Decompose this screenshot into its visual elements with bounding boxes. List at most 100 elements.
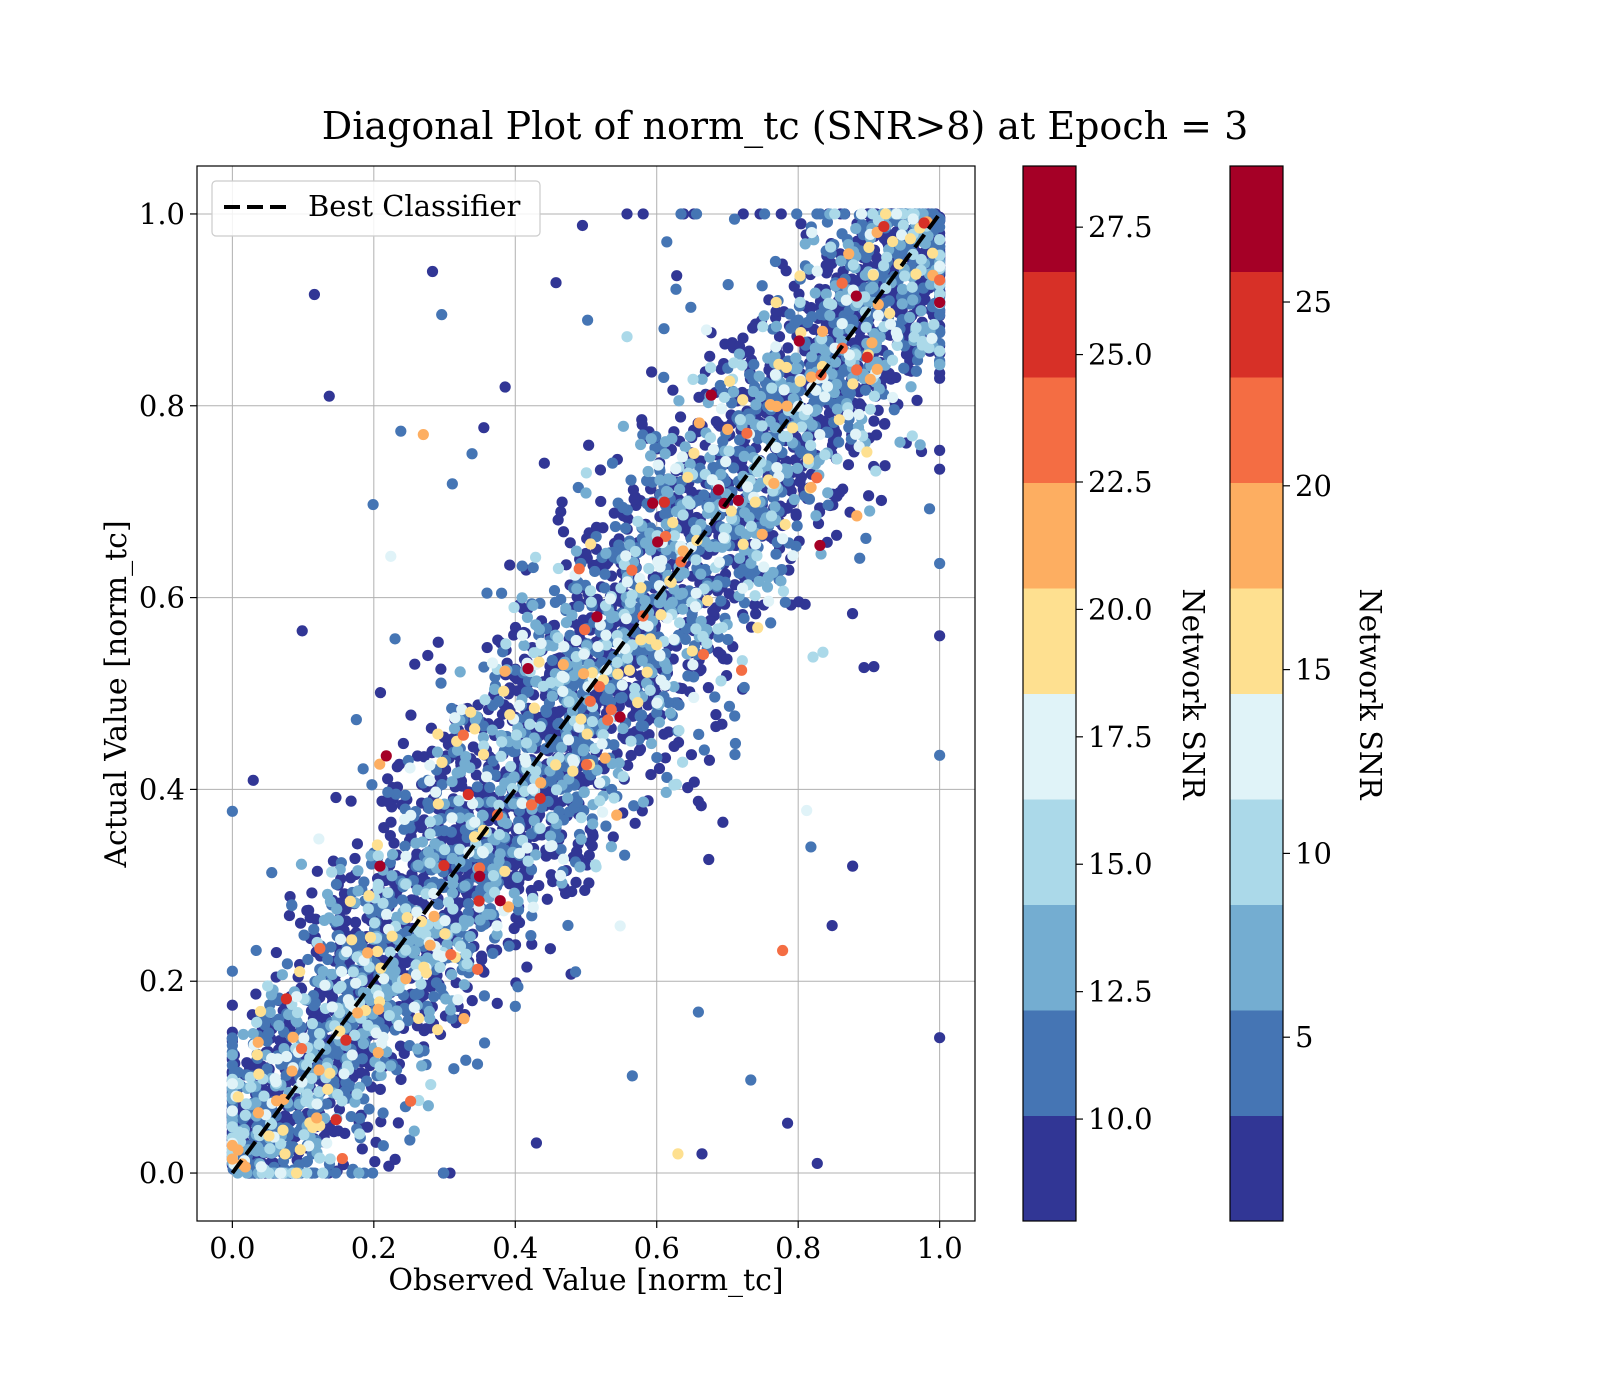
scatter-point	[247, 774, 259, 786]
scatter-point	[870, 465, 882, 477]
scatter-point	[600, 547, 612, 559]
scatter-point	[684, 458, 696, 470]
scatter-point	[712, 646, 724, 658]
scatter-point	[646, 366, 658, 378]
scatter-point	[778, 384, 790, 396]
scatter-point	[863, 490, 875, 502]
scatter-point	[716, 718, 728, 730]
scatter-point	[306, 1018, 318, 1030]
scatter-point	[934, 463, 946, 475]
scatter-point	[503, 878, 516, 890]
scatter-point	[410, 837, 422, 849]
scatter-point	[428, 991, 440, 1003]
scatter-point	[330, 791, 342, 804]
scatter-point	[580, 487, 592, 499]
scatter-point	[478, 661, 490, 673]
scatter-point	[599, 568, 611, 580]
scatter-point	[692, 795, 704, 807]
scatter-point	[226, 1049, 238, 1061]
scatter-point	[896, 283, 909, 295]
scatter-point	[604, 682, 616, 695]
scatter-point	[512, 981, 524, 993]
scatter-point	[686, 614, 698, 626]
scatter-point	[713, 631, 725, 643]
scatter-point	[662, 726, 675, 738]
scatter-point	[386, 848, 399, 861]
scatter-point	[750, 608, 762, 620]
scatter-point	[674, 411, 687, 423]
scatter-point	[385, 816, 397, 828]
scatter-point	[400, 944, 412, 956]
scatter-point	[729, 737, 742, 750]
scatter-point	[829, 208, 841, 220]
scatter-point	[628, 493, 640, 505]
scatter-point	[446, 887, 459, 899]
scatter-point	[453, 795, 465, 807]
scatter-point	[915, 305, 927, 317]
scatter-point	[386, 870, 398, 882]
scatter-point	[339, 1127, 351, 1139]
scatter-point	[629, 545, 641, 558]
scatter-point	[552, 562, 565, 575]
scatter-point	[883, 295, 895, 307]
scatter-point	[553, 831, 565, 844]
scatter-point	[729, 710, 741, 722]
scatter-point	[395, 425, 407, 437]
scatter-point	[843, 421, 855, 434]
scatter-point	[382, 773, 394, 785]
scatter-point	[361, 1121, 374, 1133]
scatter-point	[632, 515, 644, 527]
scatter-point	[512, 685, 524, 697]
scatter-point	[550, 277, 562, 289]
scatter-point	[317, 1167, 329, 1179]
scatter-point	[875, 494, 887, 507]
scatter-point	[934, 358, 946, 370]
scatter-point	[411, 884, 424, 896]
scatter-point	[934, 367, 946, 379]
scatter-point	[568, 669, 580, 682]
scatter-point	[446, 702, 458, 715]
scatter-point	[704, 432, 717, 444]
scatter-point	[545, 869, 557, 881]
scatter-point	[595, 495, 607, 508]
scatter-point	[699, 536, 711, 548]
scatter-point	[792, 314, 804, 326]
scatter-point	[584, 836, 596, 849]
scatter-point	[673, 617, 686, 629]
scatter-point	[597, 729, 609, 741]
scatter-point	[459, 880, 471, 892]
scatter-point	[528, 814, 540, 827]
scatter-point	[460, 948, 472, 960]
scatter-point	[870, 429, 883, 441]
scatter-point	[847, 314, 859, 326]
scatter-point	[354, 1112, 366, 1124]
scatter-point	[934, 345, 946, 357]
scatter-point	[226, 805, 238, 817]
scatter-point	[389, 633, 401, 645]
scatter-point	[722, 279, 734, 291]
scatter-point	[860, 532, 872, 544]
scatter-point	[791, 520, 803, 532]
scatter-point	[805, 439, 817, 452]
scatter-point	[487, 947, 499, 960]
scatter-point	[362, 1019, 374, 1031]
scatter-point	[311, 1138, 323, 1150]
scatter-point	[736, 655, 748, 667]
scatter-point	[560, 616, 573, 629]
scatter-point	[796, 421, 808, 433]
scatter-point	[238, 1127, 250, 1140]
scatter-point	[788, 493, 800, 506]
scatter-point	[412, 859, 424, 871]
scatter-point	[286, 899, 298, 912]
scatter-point	[534, 822, 546, 834]
scatter-point	[446, 852, 459, 865]
scatter-point	[580, 467, 592, 479]
scatter-point	[673, 724, 685, 737]
scatter-point	[645, 737, 658, 750]
scatter-point	[424, 1012, 436, 1025]
scatter-point	[374, 1061, 386, 1073]
scatter-point	[353, 1167, 365, 1179]
scatter-point	[910, 322, 922, 334]
scatter-point	[526, 938, 538, 950]
scatter-point	[326, 991, 339, 1003]
